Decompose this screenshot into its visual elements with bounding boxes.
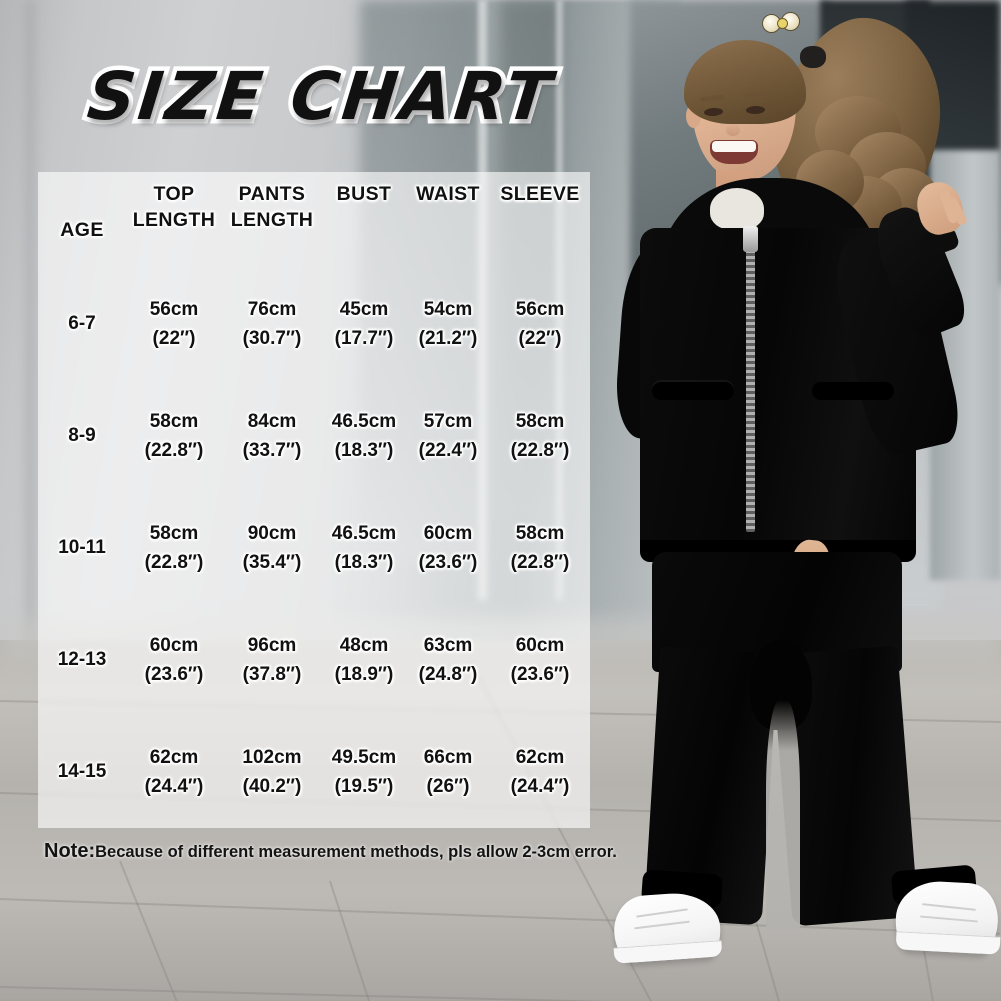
cell-pants-length: 96cm (37.8″)	[242, 634, 302, 685]
cell-sleeve: 56cm (22″)	[515, 298, 565, 349]
cell-bust: 46.5cm (18.3″)	[331, 522, 397, 573]
cell-sleeve: 58cm (22.8″)	[510, 410, 570, 461]
cell-age: 8-9	[68, 425, 96, 447]
background-wall-seam	[26, 0, 40, 700]
cell-sleeve: 58cm (22.8″)	[510, 522, 570, 573]
teeth	[712, 141, 756, 152]
cell-pants-length: 102cm (40.2″)	[242, 746, 302, 797]
hoodie-hood-lining	[710, 188, 764, 230]
note-label: Note:	[44, 840, 96, 862]
cell-top-length: 58cm (22.8″)	[144, 410, 204, 461]
cell-bust: 45cm (17.7″)	[334, 298, 394, 349]
model-photo-girl	[600, 0, 1001, 1001]
hair-bow-icon	[762, 12, 802, 34]
table-row: 12-13 60cm (23.6″) 96cm (37.8″) 48cm (18…	[38, 604, 590, 716]
column-header-sleeve: SLEEVE	[500, 183, 580, 205]
hoodie-pocket-right	[812, 382, 894, 400]
cell-sleeve: 60cm (23.6″)	[510, 634, 570, 685]
size-chart-table: AGE TOP LENGTH PANTS LENGTH BUST WAIST S	[38, 172, 590, 828]
page-title: SIZE CHART	[79, 54, 562, 140]
cell-bust: 49.5cm (19.5″)	[331, 746, 397, 797]
column-header-bust: BUST	[336, 183, 392, 205]
table-header: AGE TOP LENGTH PANTS LENGTH BUST WAIST S	[38, 172, 590, 268]
size-chart-panel: AGE TOP LENGTH PANTS LENGTH BUST WAIST S	[38, 172, 590, 828]
column-header-waist: WAIST	[416, 183, 480, 205]
cell-age: 12-13	[57, 649, 107, 671]
cell-waist: 57cm (22.4″)	[418, 410, 478, 461]
note-text: Because of different measurement methods…	[95, 843, 617, 861]
hoodie-zipper-pull	[743, 226, 758, 252]
cell-pants-length: 90cm (35.4″)	[242, 522, 302, 573]
cell-sleeve: 62cm (24.4″)	[510, 746, 570, 797]
cell-bust: 48cm (18.9″)	[334, 634, 394, 685]
mouth-smiling	[710, 140, 758, 164]
table-row: 6-7 56cm (22″) 76cm (30.7″) 45cm (17.7″)…	[38, 268, 590, 380]
cell-waist: 66cm (26″)	[423, 746, 473, 797]
cell-age: 10-11	[58, 537, 106, 559]
leg-gap-background	[766, 700, 800, 930]
measurement-note: Note:Because of different measurement me…	[44, 840, 617, 863]
cell-waist: 54cm (21.2″)	[418, 298, 478, 349]
table-row: 14-15 62cm (24.4″) 102cm (40.2″) 49.5cm …	[38, 716, 590, 828]
column-header-age: AGE	[60, 219, 104, 242]
column-header-pants-length: PANTS LENGTH	[230, 183, 314, 231]
cell-age: 6-7	[68, 313, 96, 335]
hair-tie	[800, 46, 826, 68]
hoodie-zipper-tape	[746, 232, 755, 532]
hair-top	[684, 40, 806, 124]
cell-waist: 63cm (24.8″)	[418, 634, 478, 685]
cell-age: 14-15	[57, 761, 107, 783]
cell-bust: 46.5cm (18.3″)	[331, 410, 397, 461]
hair-bow-knot	[777, 18, 788, 29]
cell-top-length: 58cm (22.8″)	[144, 522, 204, 573]
cell-pants-length: 76cm (30.7″)	[242, 298, 302, 349]
column-header-top-length: TOP LENGTH	[132, 183, 216, 231]
table-body: 6-7 56cm (22″) 76cm (30.7″) 45cm (17.7″)…	[38, 268, 590, 828]
hoodie-pocket-left	[652, 382, 734, 400]
cell-top-length: 60cm (23.6″)	[144, 634, 204, 685]
cell-top-length: 62cm (24.4″)	[144, 746, 204, 797]
cell-waist: 60cm (23.6″)	[418, 522, 478, 573]
cell-pants-length: 84cm (33.7″)	[242, 410, 302, 461]
table-row: 8-9 58cm (22.8″) 84cm (33.7″) 46.5cm (18…	[38, 380, 590, 492]
table-header-row: AGE TOP LENGTH PANTS LENGTH BUST WAIST S	[38, 172, 590, 268]
cell-top-length: 56cm (22″)	[149, 298, 199, 349]
nose	[726, 124, 740, 136]
table-row: 10-11 58cm (22.8″) 90cm (35.4″) 46.5cm (…	[38, 492, 590, 604]
